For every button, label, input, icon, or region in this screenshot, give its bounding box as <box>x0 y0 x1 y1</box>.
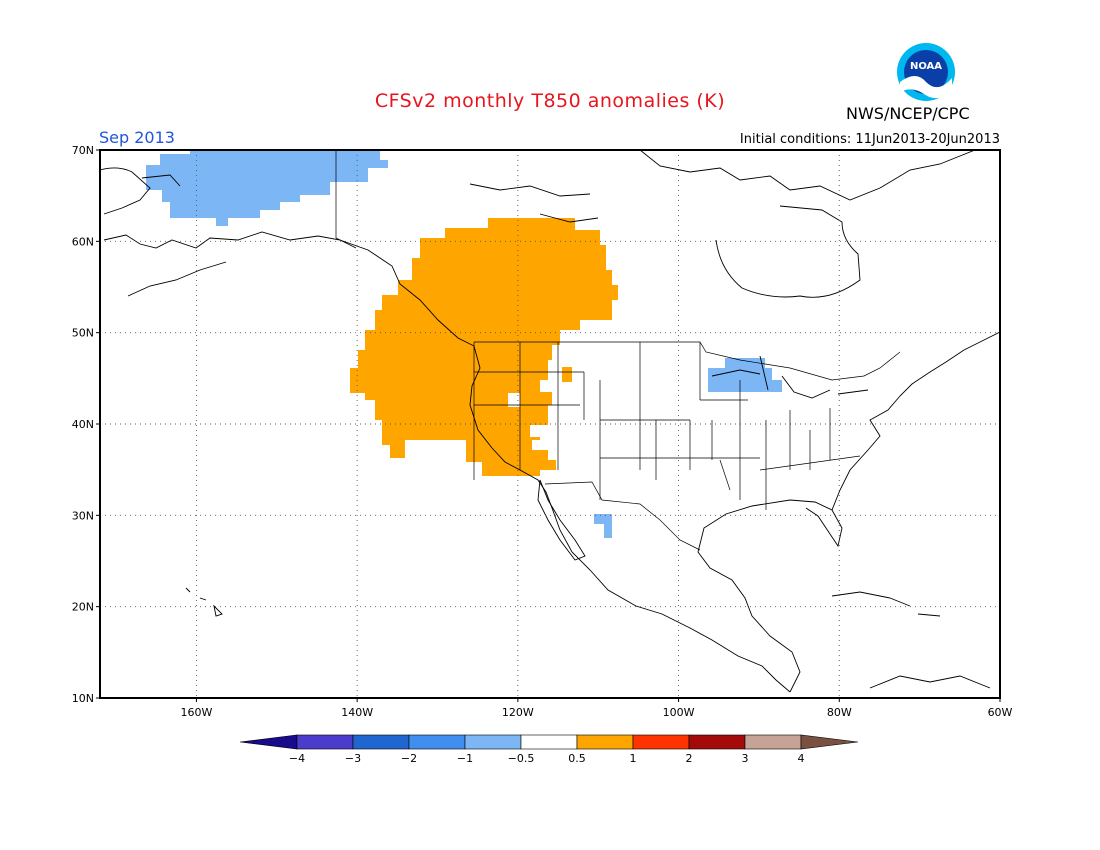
legend-swatch <box>576 734 634 750</box>
legend-label: −0.5 <box>508 752 535 765</box>
lat-tick-label: 60N <box>72 235 94 248</box>
lon-tick-label: 60W <box>988 706 1013 719</box>
legend-label: 2 <box>686 752 693 765</box>
lon-tick-label: 140W <box>341 706 373 719</box>
lon-tick-label: 160W <box>180 706 212 719</box>
legend-label: −3 <box>345 752 361 765</box>
legend-label: −1 <box>457 752 473 765</box>
legend-swatch <box>632 734 690 750</box>
legend-swatch <box>352 734 410 750</box>
warm-anomaly-region <box>350 218 618 476</box>
legend-swatch <box>688 734 746 750</box>
legend-arrow-low <box>239 734 298 750</box>
forecast-period: Sep 2013 <box>99 128 175 147</box>
map-area <box>100 150 1000 693</box>
lon-tick-label: 120W <box>502 706 534 719</box>
lon-tick-label: 100W <box>663 706 695 719</box>
legend-label: 0.5 <box>568 752 586 765</box>
legend-swatch <box>296 734 354 750</box>
lat-tick-label: 30N <box>72 509 94 522</box>
cool-anomaly-great-lakes <box>708 358 782 392</box>
noaa-logo: NOAA <box>896 42 956 106</box>
legend-swatch <box>464 734 522 750</box>
borders <box>335 150 901 551</box>
lon-tick-label: 80W <box>827 706 852 719</box>
lat-tick-label: 10N <box>72 692 94 705</box>
legend-swatch <box>520 734 578 750</box>
map-title: CFSv2 monthly T850 anomalies (K) <box>374 90 726 112</box>
legend-label: 4 <box>798 752 805 765</box>
legend-swatch <box>744 734 802 750</box>
lat-tick-label: 20N <box>72 601 94 614</box>
cool-anomaly-alaska <box>146 150 388 226</box>
initial-conditions: Initial conditions: 11Jun2013-20Jun2013 <box>739 132 1000 147</box>
legend-label: 1 <box>630 752 637 765</box>
lat-tick-label: 40N <box>72 418 94 431</box>
legend-label: −4 <box>289 752 305 765</box>
legend-swatch <box>408 734 466 750</box>
legend-label: −2 <box>401 752 417 765</box>
lat-tick-label: 70N <box>72 144 94 157</box>
logo-text: NOAA <box>910 61 942 72</box>
lat-tick-label: 50N <box>72 327 94 340</box>
legend-arrow-high <box>800 734 859 750</box>
cool-anomaly-mexico <box>594 514 612 538</box>
legend-label: 3 <box>742 752 749 765</box>
coastlines <box>100 150 1000 693</box>
map-grid <box>100 150 1000 698</box>
agency-label: NWS/NCEP/CPC <box>846 104 970 123</box>
color-legend: −4 −3 −2 −1 −0.5 0.5 1 2 3 4 <box>239 734 859 765</box>
